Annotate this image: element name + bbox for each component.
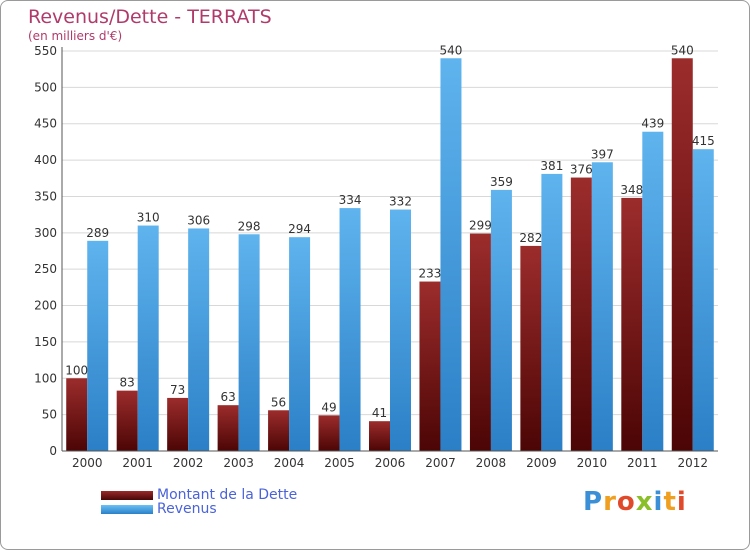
data-label-revenue-2004: 294 [288,222,311,236]
logo-letter: i [653,487,664,517]
bar-debt-2006 [369,421,390,451]
logo-letter: o [616,487,636,517]
x-tick-label: 2000 [72,456,103,470]
logo-letter: t [663,487,677,517]
bar-debt-2009 [520,245,542,451]
chart-subtitle: (en milliers d'€) [28,29,123,43]
data-label-debt-2008: 299 [469,219,492,233]
y-tick-label: 350 [34,189,57,203]
x-tick-label: 2001 [122,456,153,470]
data-label-debt-2007: 233 [419,267,442,281]
y-tick-label: 50 [42,408,57,422]
legend-swatch-dette [101,490,153,500]
data-label-debt-2006: 41 [372,406,387,420]
data-label-revenue-2003: 298 [238,219,261,233]
logo-letter: P [583,487,604,517]
data-label-revenue-2006: 332 [389,195,412,209]
logo-letter: i [676,487,687,517]
y-tick-label: 0 [49,444,57,458]
x-tick-label: 2006 [375,456,406,470]
bar-debt-2004 [268,410,290,451]
y-tick-label: 450 [34,117,57,131]
data-label-revenue-2000: 289 [86,226,109,240]
data-label-debt-2001: 83 [120,376,135,390]
x-tick-label: 2003 [223,456,254,470]
x-tick-label: 2009 [526,456,557,470]
bar-debt-2005 [318,415,340,451]
bar-debt-2012 [671,58,693,451]
legend-item-dette: Montant de la Dette [101,487,298,503]
bar-revenue-2002 [188,228,210,451]
bar-revenue-2012 [692,149,714,451]
data-label-revenue-2011: 439 [641,117,664,131]
data-label-debt-2002: 73 [170,383,185,397]
x-tick-label: 2010 [577,456,608,470]
bar-revenue-2004 [289,237,311,451]
data-label-revenue-2001: 310 [137,211,160,225]
data-label-debt-2005: 49 [321,400,336,414]
x-tick-label: 2002 [173,456,204,470]
bar-revenue-2010 [591,162,613,452]
data-label-debt-2009: 282 [519,231,542,245]
y-tick-label: 400 [34,153,57,167]
bar-revenue-2000 [87,240,109,451]
data-label-revenue-2008: 359 [490,175,513,189]
data-label-debt-2003: 63 [220,390,235,404]
bar-debt-2003 [217,405,239,451]
bar-revenue-2005 [339,208,361,451]
bar-revenue-2001 [137,225,159,451]
y-tick-label: 300 [34,226,57,240]
y-tick-label: 150 [34,335,57,349]
y-tick-label: 550 [34,44,57,58]
data-label-debt-2010: 376 [570,163,593,177]
data-label-debt-2004: 56 [271,395,286,409]
y-tick-label: 200 [34,299,57,313]
x-tick-label: 2008 [476,456,507,470]
bar-debt-2000 [66,378,88,451]
proxiti-logo: Proxiti [583,487,687,517]
bar-debt-2008 [469,233,491,451]
bar-revenue-2003 [238,234,260,451]
data-label-revenue-2005: 334 [339,193,362,207]
bar-debt-2001 [116,390,138,451]
data-label-debt-2000: 100 [65,363,88,377]
legend-item-revenus: Revenus [101,501,217,517]
data-label-debt-2011: 348 [620,183,643,197]
data-label-revenue-2002: 306 [187,213,210,227]
x-tick-label: 2011 [627,456,658,470]
data-label-revenue-2007: 540 [440,43,463,57]
legend-label-revenus: Revenus [157,501,217,517]
legend-swatch-revenus [101,504,153,514]
bar-revenue-2008 [490,189,512,451]
bar-revenue-2011 [642,131,664,451]
x-tick-label: 2004 [274,456,305,470]
labels-group: 0 50 100 150 200 250 300 350 400 450 500 550 2000 100… [34,43,715,470]
data-label-revenue-2010: 397 [591,147,614,161]
bar-debt-2007 [419,281,441,451]
y-tick-label: 100 [34,371,57,385]
bar-revenue-2006 [390,209,411,451]
x-tick-label: 2012 [677,456,708,470]
bar-revenue-2007 [440,58,462,451]
bars-group [66,58,714,452]
x-tick-label: 2007 [425,456,456,470]
y-tick-label: 500 [34,80,57,94]
bar-revenue-2009 [541,173,563,451]
logo-letter: r [603,487,617,517]
bar-debt-2011 [621,197,643,451]
data-label-revenue-2012: 415 [692,134,715,148]
y-tick-label: 250 [34,262,57,276]
bar-debt-2002 [167,397,189,451]
logo-letter: x [635,487,654,517]
axes-group [61,47,718,452]
x-tick-label: 2005 [324,456,355,470]
data-label-debt-2012: 540 [671,43,694,57]
chart-title: Revenus/Dette - TERRATS [28,6,272,28]
legend-label-dette: Montant de la Dette [157,487,298,503]
bar-debt-2010 [570,177,592,451]
data-label-revenue-2009: 381 [540,159,563,173]
